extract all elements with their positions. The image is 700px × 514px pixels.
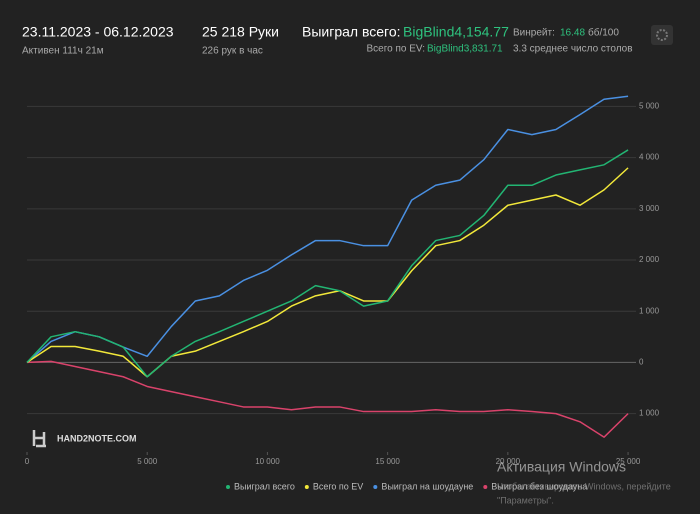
series-line <box>26 360 629 438</box>
x-tick-label: 15 000 <box>375 457 400 466</box>
tables: 3.3 среднее число столов <box>513 44 633 55</box>
y-tick-label: 2 000 <box>639 255 660 264</box>
series-line <box>26 149 629 378</box>
period: 23.11.2023 - 06.12.2023 <box>22 24 174 40</box>
y-tick-label: 5 000 <box>639 102 660 111</box>
winrate-unit: бб/100 <box>588 27 619 39</box>
watermark-line: "Параметры". <box>497 495 554 505</box>
rate: 226 рук в час <box>202 46 263 57</box>
gear-icon <box>656 29 668 41</box>
x-tick-label: 10 000 <box>255 457 280 466</box>
winrate-value: 16.48 <box>560 28 585 39</box>
settings-button[interactable] <box>651 25 673 45</box>
watermark-line: Чтобы активировать Windows, перейдите <box>497 481 671 491</box>
x-tick-label: 5 000 <box>137 457 158 466</box>
legend-marker <box>483 485 488 489</box>
y-tick-label: 0 <box>639 358 644 367</box>
y-tick-label: 1 000 <box>639 306 660 315</box>
y-tick-label: 3 000 <box>639 204 660 213</box>
legend: Выиграл всего Всего по EV Выиграл на шоуда… <box>226 481 587 491</box>
series-line <box>26 95 629 363</box>
legend-label: Всего по EV <box>313 481 363 491</box>
logo-text: HAND2NOTE.COM <box>57 433 137 443</box>
series-line <box>26 167 629 378</box>
legend-marker <box>373 485 378 489</box>
active: Активен 111ч 21м <box>22 46 104 57</box>
plot: 1 000 0 1 000 2 000 3 000 4 000 5 000 0 5 000 10 … <box>25 95 660 466</box>
watermark-title: Активация Windows <box>497 459 626 475</box>
logo-icon <box>32 430 46 448</box>
legend-marker <box>304 485 309 489</box>
y-tick-label: 1 000 <box>639 409 660 418</box>
x-tick-label: 20 000 <box>496 457 521 466</box>
x-tick-label: 0 <box>25 457 30 466</box>
legend-label: Выиграл на шоудауне <box>381 481 473 491</box>
won-label: Выиграл всего: <box>302 24 401 40</box>
x-tick-label: 25 000 <box>616 457 641 466</box>
hands: 25 218 Руки <box>202 24 279 40</box>
ev-label: Всего по EV: <box>366 44 425 55</box>
ev-value: BigBlind3,831.71 <box>427 44 503 55</box>
logo: HAND2NOTE.COM <box>32 430 137 448</box>
won-value: BigBlind4,154.77 <box>403 24 509 40</box>
legend-label: Выиграл всего <box>234 481 295 491</box>
legend-marker <box>226 485 230 489</box>
legend-label: Выиграл без шоудауна <box>491 481 587 491</box>
winrate-label: Винрейт: <box>513 28 555 39</box>
y-tick-label: 4 000 <box>639 153 660 162</box>
